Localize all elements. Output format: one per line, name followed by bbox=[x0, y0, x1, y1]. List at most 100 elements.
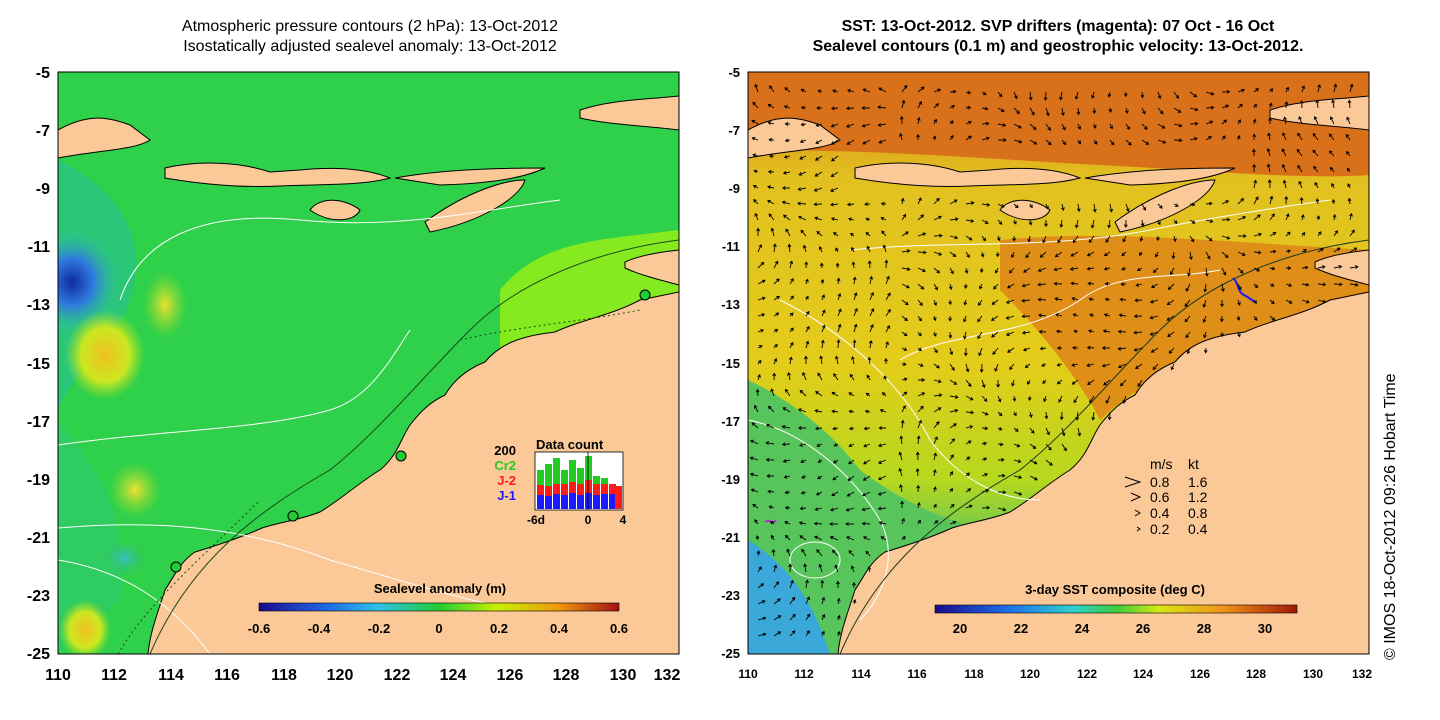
velocity-arrow bbox=[814, 216, 823, 221]
tide-gauge-marker[interactable] bbox=[287, 510, 299, 522]
velocity-arrow bbox=[978, 347, 983, 357]
colorbar-tick: -0.4 bbox=[308, 621, 331, 636]
velocity-arrow bbox=[830, 171, 839, 177]
velocity-arrow bbox=[1269, 266, 1276, 271]
velocity-arrow bbox=[1189, 121, 1199, 126]
colorbar-tick: 24 bbox=[1075, 621, 1090, 636]
tide-gauge-marker[interactable] bbox=[395, 450, 407, 462]
legend-header-ms: m/s bbox=[1150, 456, 1173, 472]
velocity-arrow bbox=[1109, 123, 1113, 130]
legend-kt-value: 1.2 bbox=[1188, 489, 1208, 505]
velocity-arrow bbox=[851, 246, 855, 253]
velocity-arrow bbox=[917, 378, 926, 382]
velocity-arrow bbox=[933, 421, 940, 429]
velocity-arrow bbox=[1028, 91, 1033, 101]
velocity-arrow bbox=[757, 345, 763, 349]
velocity-arrow bbox=[1253, 103, 1257, 109]
velocity-arrow bbox=[1055, 329, 1063, 334]
velocity-arrow bbox=[1284, 195, 1289, 205]
velocity-arrow bbox=[1281, 163, 1287, 173]
velocity-arrow bbox=[1347, 197, 1352, 205]
velocity-arrow bbox=[757, 566, 762, 573]
velocity-arrow bbox=[1092, 203, 1097, 213]
velocity-arrow bbox=[898, 451, 903, 461]
inset-bar bbox=[577, 484, 584, 495]
velocity-arrow bbox=[1073, 395, 1079, 404]
velocity-arrow bbox=[848, 550, 855, 557]
velocity-arrow bbox=[1091, 411, 1096, 421]
velocity-arrow bbox=[789, 277, 794, 285]
velocity-arrow bbox=[933, 503, 937, 509]
velocity-arrow bbox=[1107, 219, 1112, 229]
velocity-arrow bbox=[1053, 267, 1063, 272]
velocity-arrow bbox=[757, 244, 763, 253]
tide-gauge-marker[interactable] bbox=[170, 561, 182, 573]
colorbar-tick: 0.4 bbox=[550, 621, 569, 636]
velocity-arrow bbox=[1005, 331, 1015, 336]
velocity-arrow bbox=[1071, 297, 1079, 301]
velocity-arrow bbox=[949, 363, 955, 371]
velocity-arrow bbox=[997, 123, 1007, 127]
velocity-arrow bbox=[1092, 123, 1097, 129]
velocity-arrow bbox=[1088, 235, 1095, 243]
velocity-arrow bbox=[784, 521, 791, 525]
velocity-arrow bbox=[1045, 203, 1049, 210]
velocity-arrow bbox=[800, 122, 807, 127]
velocity-arrow bbox=[818, 563, 823, 573]
velocity-arrow bbox=[1204, 267, 1209, 277]
velocity-arrow bbox=[1086, 251, 1095, 257]
velocity-arrow bbox=[800, 88, 807, 93]
legend-ms-value: 0.8 bbox=[1150, 474, 1170, 490]
velocity-arrow bbox=[1349, 229, 1355, 237]
tide-gauge-marker[interactable] bbox=[639, 289, 651, 301]
velocity-arrow bbox=[991, 331, 999, 338]
velocity-arrow bbox=[1013, 443, 1021, 448]
velocity-arrow bbox=[1121, 266, 1127, 271]
velocity-arrow bbox=[1072, 235, 1079, 244]
velocity-arrow bbox=[1138, 251, 1143, 256]
velocity-arrow bbox=[997, 457, 1005, 462]
velocity-arrow bbox=[766, 423, 775, 429]
velocity-arrow bbox=[1013, 411, 1017, 417]
velocity-arrow bbox=[1173, 91, 1179, 99]
velocity-arrow bbox=[773, 564, 778, 573]
velocity-arrow bbox=[797, 201, 807, 206]
inset-bar bbox=[561, 484, 568, 495]
y-tick-label: -17 bbox=[27, 414, 50, 431]
velocity-arrow bbox=[757, 359, 762, 365]
sst-warm-east bbox=[1000, 235, 1369, 420]
legend-header-kt: kt bbox=[1188, 456, 1199, 472]
velocity-arrow bbox=[1299, 196, 1304, 205]
velocity-arrow bbox=[799, 155, 807, 160]
velocity-arrow bbox=[797, 408, 807, 413]
velocity-arrow bbox=[1077, 139, 1082, 145]
velocity-arrow bbox=[884, 357, 888, 365]
velocity-arrow bbox=[997, 411, 1003, 417]
velocity-arrow bbox=[878, 87, 887, 93]
velocity-arrow bbox=[1008, 267, 1015, 274]
velocity-arrow bbox=[965, 105, 972, 110]
velocity-arrow bbox=[1189, 219, 1196, 224]
x-tick-label: 118 bbox=[271, 667, 297, 684]
velocity-arrow bbox=[805, 325, 810, 333]
velocity-arrow bbox=[1157, 139, 1167, 144]
velocity-arrow bbox=[869, 291, 874, 301]
x-tick-label: 126 bbox=[497, 667, 524, 684]
velocity-arrow bbox=[1042, 235, 1047, 244]
velocity-arrow bbox=[1285, 86, 1290, 93]
velocity-arrow bbox=[949, 520, 957, 525]
inset-bar bbox=[593, 484, 600, 495]
velocity-arrow bbox=[1061, 123, 1066, 131]
velocity-arrow bbox=[933, 436, 938, 445]
velocity-arrow bbox=[1333, 83, 1338, 93]
inset-bar bbox=[569, 493, 576, 509]
velocity-arrow bbox=[1060, 203, 1065, 212]
velocity-arrow bbox=[853, 307, 858, 317]
velocity-arrow bbox=[799, 389, 807, 397]
velocity-arrow bbox=[863, 459, 871, 465]
velocity-arrow bbox=[1139, 235, 1144, 242]
velocity-arrow bbox=[1141, 107, 1146, 115]
velocity-arrow bbox=[765, 441, 775, 445]
right-x-axis: 110 112 114 116 118 120 122 124 126 128 … bbox=[738, 667, 1372, 681]
velocity-arrow bbox=[1045, 443, 1052, 451]
